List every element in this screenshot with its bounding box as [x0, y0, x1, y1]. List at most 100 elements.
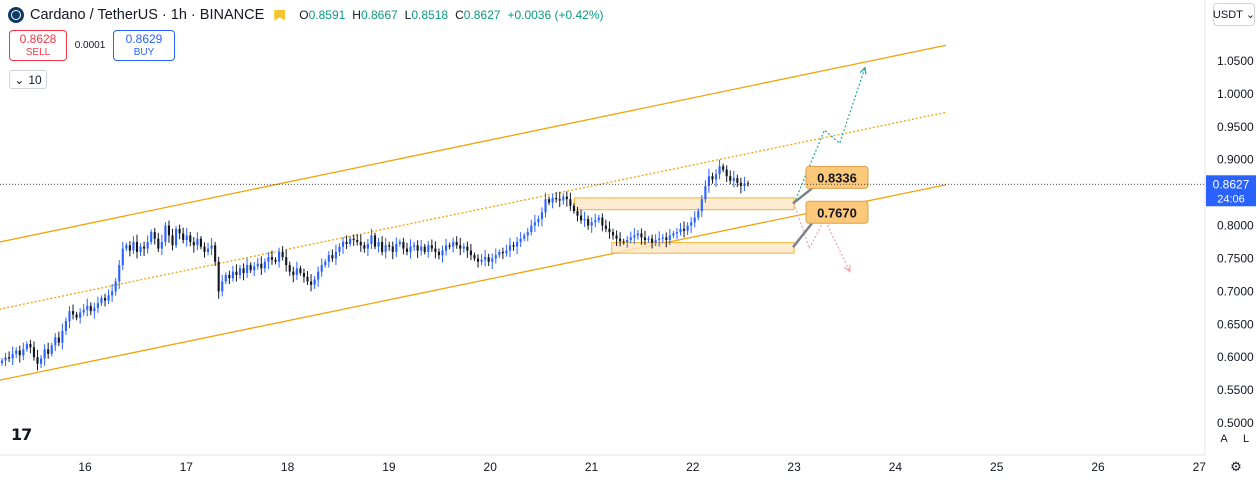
candle-body: [704, 186, 707, 200]
candle-body: [299, 268, 302, 273]
candle: [572, 203, 575, 214]
trade-panel: 0.8628 SELL 0.0001 0.8629 BUY: [9, 30, 175, 61]
callout-box: [805, 165, 869, 189]
auto-scale-button[interactable]: A: [1220, 432, 1228, 445]
candle: [40, 355, 43, 368]
symbol-title[interactable]: Cardano / TetherUS · 1h · BINANCE: [30, 7, 265, 23]
candle: [647, 236, 650, 243]
candle: [722, 163, 725, 173]
candle-body: [611, 232, 615, 236]
candle-body: [249, 265, 252, 271]
candle-body: [366, 243, 369, 249]
candle: [75, 311, 78, 321]
candle-body: [139, 246, 142, 252]
candle-body: [420, 246, 423, 251]
candle: [416, 240, 419, 258]
candle-body: [597, 217, 600, 221]
candle-body: [540, 212, 544, 219]
candle: [182, 227, 185, 244]
candle: [288, 261, 291, 276]
candle: [128, 241, 131, 257]
currency-selector[interactable]: USDT ⌄: [1213, 3, 1255, 26]
candle: [82, 304, 85, 316]
candle: [437, 248, 441, 260]
candle: [654, 234, 657, 247]
candle-body: [686, 225, 689, 231]
candle-body: [175, 228, 178, 246]
candle: [388, 241, 391, 251]
candle-body: [448, 245, 451, 247]
price-tick-label: 0.8000: [1217, 219, 1254, 233]
candle: [505, 244, 508, 257]
candle-body: [135, 242, 139, 252]
candle-body: [405, 248, 409, 252]
time-tick-label: 17: [180, 460, 194, 474]
candle: [583, 211, 586, 227]
price-callout: 0.7670: [792, 200, 869, 249]
candle-body: [697, 211, 700, 218]
candle: [679, 223, 682, 236]
ohlc-change: +0.0036 (+0.42%): [507, 8, 604, 22]
candle: [619, 232, 622, 247]
candle: [377, 237, 380, 253]
tradingview-logo-icon[interactable]: 17: [11, 425, 32, 444]
time-tick-label: 24: [889, 460, 903, 474]
candle-body: [587, 218, 590, 226]
candle: [317, 266, 320, 287]
candle-body: [707, 176, 710, 187]
candle: [402, 237, 405, 255]
candle-body: [107, 295, 110, 301]
candle: [299, 265, 302, 276]
candle-body: [533, 222, 536, 226]
gear-icon[interactable]: ⚙: [1230, 459, 1242, 474]
candle: [68, 306, 71, 329]
candle: [686, 222, 689, 236]
candle-body: [203, 246, 206, 252]
candle: [178, 224, 181, 240]
buy-button[interactable]: 0.8629 BUY: [113, 30, 175, 61]
candle: [562, 193, 565, 205]
candle: [157, 232, 160, 253]
log-scale-button[interactable]: L: [1242, 432, 1250, 445]
bookmark-flag-icon[interactable]: [274, 9, 286, 21]
candle-body: [388, 245, 391, 247]
candle: [604, 219, 607, 233]
candle-body: [47, 349, 50, 354]
candle-body: [732, 178, 735, 181]
candle: [594, 213, 597, 228]
candle: [214, 241, 217, 266]
candle-body: [153, 232, 156, 239]
candle: [206, 242, 210, 256]
candle: [167, 220, 171, 243]
ohlc-close: C0.8627: [455, 8, 501, 22]
candle: [334, 244, 337, 266]
candle-body: [658, 238, 661, 241]
candle: [611, 228, 615, 240]
sell-button[interactable]: 0.8628 SELL: [9, 30, 67, 61]
candle-body: [494, 255, 497, 259]
candle-body: [274, 259, 277, 262]
candle: [487, 253, 490, 266]
projection-down-path-arrowhead: [843, 264, 851, 273]
candle-body: [682, 228, 686, 231]
candle: [526, 227, 529, 242]
candle-body: [651, 238, 654, 243]
candle: [675, 227, 679, 240]
candle: [217, 256, 220, 299]
indicators-toggle-button[interactable]: ⌄ 10: [9, 70, 47, 89]
candle-body: [626, 240, 629, 242]
current-price-badge: [1206, 175, 1256, 207]
candle-body: [416, 245, 419, 251]
candle: [366, 238, 369, 256]
candle-body: [171, 235, 174, 246]
cardano-logo-icon: [8, 7, 24, 23]
channel-upper-line: [0, 44, 947, 243]
candle: [363, 241, 366, 253]
candle: [143, 241, 146, 256]
candle-body: [459, 245, 462, 249]
candle: [587, 215, 590, 230]
candle-body: [292, 271, 295, 275]
candle-body: [590, 222, 593, 226]
candle: [697, 208, 700, 221]
